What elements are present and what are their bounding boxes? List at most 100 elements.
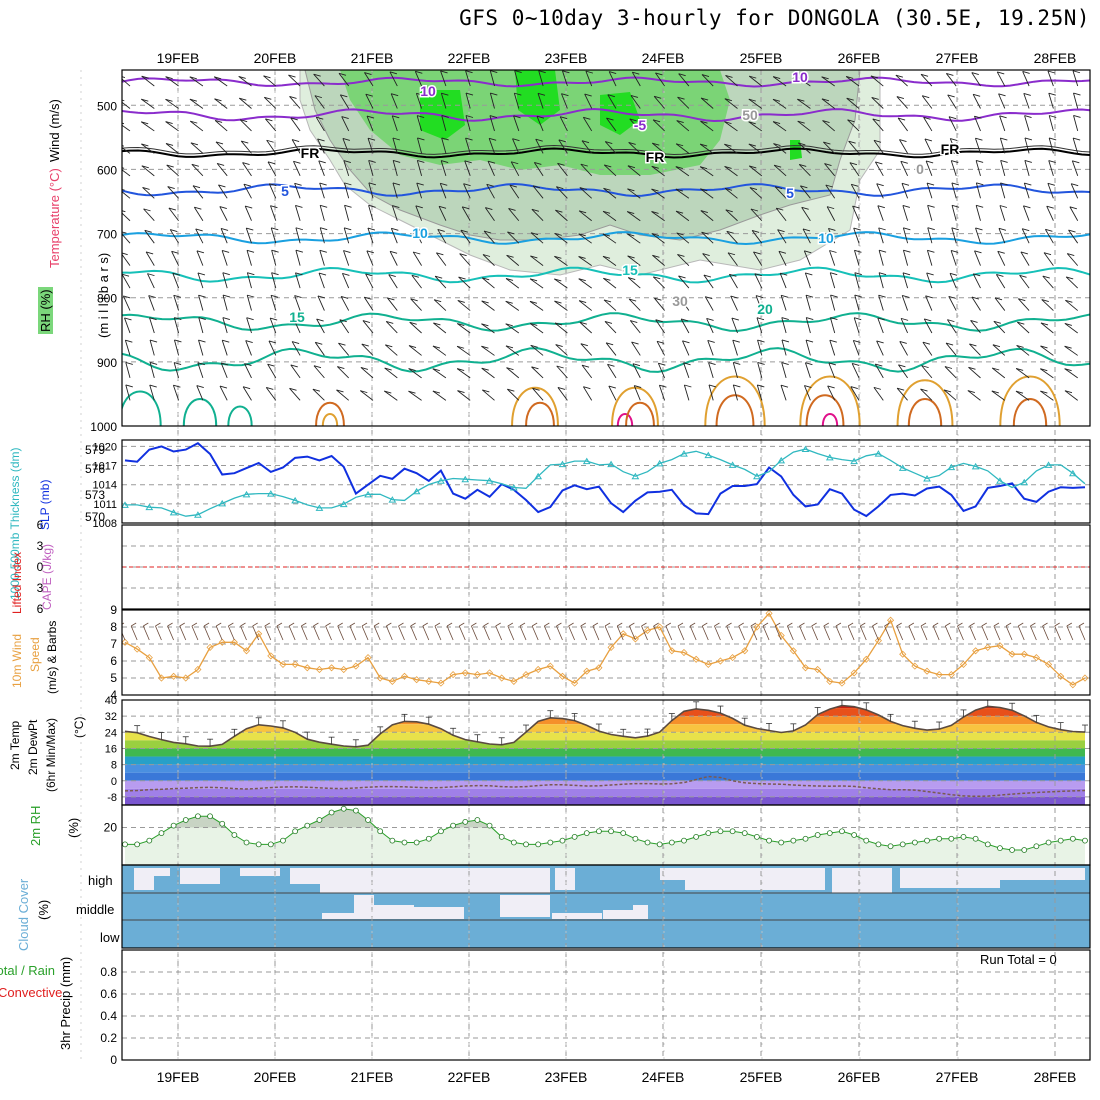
wind-barb: [417, 137, 423, 154]
wind-barb-flag: [146, 251, 154, 255]
wind-barb-flag: [927, 249, 935, 253]
wind-barb: [198, 317, 204, 334]
wind-barb-flag: [607, 94, 615, 98]
wind10-barb-flag: [398, 622, 404, 627]
wind-barb-flag: [243, 386, 251, 390]
wind-barb: [414, 71, 423, 87]
cloud-clear-17: [500, 895, 550, 917]
rh2m-marker: [498, 833, 505, 840]
wind-barb: [530, 232, 544, 244]
wind10-barb: [155, 625, 162, 641]
wind-barb: [319, 250, 325, 266]
temperature-axis-label: Temperature (°C): [47, 168, 62, 268]
wind-barb-flag: [585, 70, 594, 74]
wind-barb-flag: [441, 137, 449, 141]
wind-barb: [947, 319, 957, 334]
rh2m-marker: [790, 837, 797, 844]
wind-barb: [481, 367, 495, 379]
wind10-barb: [981, 625, 989, 641]
wind10-barb: [762, 625, 770, 641]
wind10-marker: [656, 623, 664, 631]
wind10-barb: [543, 625, 551, 641]
wind-barb-flag: [384, 367, 392, 371]
thickness-marker: [242, 490, 251, 498]
wind-barb-flag: [487, 160, 496, 164]
wind-barb: [578, 233, 592, 244]
wind-barb-flag: [165, 76, 173, 80]
thickness-marker: [850, 457, 858, 465]
thickness-marker: [947, 463, 956, 471]
wind-barb: [853, 227, 860, 244]
temp-band-11: [125, 788, 1085, 797]
wind-barb-flag: [852, 205, 860, 209]
wind-barb: [851, 363, 860, 379]
wind-barb-flag: [342, 138, 351, 141]
wind-barb-flag: [772, 121, 781, 125]
wind-barb: [633, 385, 641, 401]
wind-barb-flag: [505, 345, 514, 349]
thickness-marker: [1044, 461, 1053, 468]
wind-barb: [751, 230, 763, 244]
wind10-barb-flag: [495, 622, 501, 627]
wind-barb-flag: [579, 321, 587, 325]
wind-barb-flag: [878, 249, 887, 253]
wind-barb: [700, 188, 714, 199]
wind-barb-flag: [170, 229, 178, 232]
wind10-barb-flag: [714, 622, 720, 627]
wind-barb-flag: [432, 345, 441, 349]
contour-green-2: [122, 347, 1090, 373]
wind10-barb: [701, 625, 709, 641]
rh2m-marker: [620, 830, 627, 837]
wind-barb: [457, 390, 471, 401]
wind-barb: [433, 322, 447, 334]
wind-barb-flag: [417, 159, 425, 163]
rh2m-marker: [389, 837, 396, 844]
wind-barb: [923, 117, 933, 132]
wind-barb-flag: [295, 249, 304, 253]
wind-barb: [122, 295, 131, 311]
wind-barb-flag: [752, 230, 760, 233]
contour-fr-1: [122, 144, 1090, 156]
wind-barb: [390, 228, 398, 244]
wind-barb: [532, 388, 544, 401]
wind-barb: [846, 97, 860, 109]
wind-barb: [122, 101, 131, 109]
wind-barb-flag: [675, 188, 683, 192]
wind-barb: [950, 250, 957, 266]
wind-barb-flag: [749, 187, 758, 190]
wind-barb-flag: [386, 320, 394, 324]
wind-barb: [535, 138, 544, 154]
wind10m-speed-label: Speed: [28, 637, 42, 672]
wind10-barb-flag: [252, 622, 258, 627]
wind10-barb: [629, 625, 636, 641]
cloud-clear-10: [832, 868, 892, 893]
contour-teal: [122, 266, 1090, 284]
wind10-marker: [583, 667, 591, 675]
wind-barb: [777, 229, 787, 244]
wind-barb-flag: [266, 387, 274, 390]
wind-barb-flag: [557, 387, 566, 390]
precip-axis-label: 3hr Precip (mm): [58, 956, 73, 1050]
wind-barb: [506, 367, 520, 379]
wind-barb: [222, 294, 228, 311]
wind-barb-flag: [927, 227, 935, 231]
thickness-marker: [728, 461, 737, 468]
wind-barb: [603, 187, 617, 199]
wind-barb-flag: [239, 97, 247, 101]
warm-contour-9: [625, 401, 655, 426]
wind10-barb: [604, 625, 612, 641]
wind10-barb-flag: [130, 622, 137, 627]
wind-barb: [802, 228, 811, 244]
wind-barb-flag: [222, 339, 230, 343]
wind-barb-flag: [342, 272, 350, 276]
wind-barb: [878, 227, 884, 244]
wind10-barb-flag: [276, 622, 283, 627]
wind-barb-flag: [628, 141, 636, 145]
wind-barb: [145, 251, 155, 266]
wind10-marker: [437, 679, 445, 687]
thickness-marker: [1068, 469, 1077, 477]
wind-barb: [360, 390, 374, 401]
wind-barb: [707, 340, 714, 356]
wind-barb-flag: [245, 205, 253, 209]
rh2m-marker: [1069, 835, 1076, 842]
